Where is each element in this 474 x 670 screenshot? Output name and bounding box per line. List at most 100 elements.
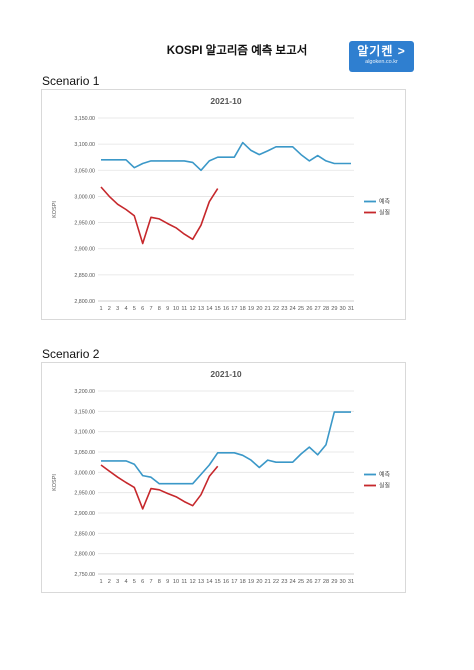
x-tick-label: 25 [298, 579, 304, 585]
logo-wordmark: 알기켄 > [357, 44, 406, 58]
x-tick-label: 12 [190, 306, 196, 312]
x-tick-label: 7 [149, 306, 152, 312]
y-tick-label: 3,150.00 [74, 116, 95, 122]
x-tick-label: 27 [315, 306, 321, 312]
y-tick-label: 3,150.00 [74, 409, 95, 415]
x-tick-label: 18 [240, 306, 246, 312]
y-tick-label: 2,800.00 [74, 552, 95, 558]
scenario-1-chart: 2021-10 2,800.00 2,850.00 2,900.00 2,950.00 3… [41, 89, 406, 320]
x-tick-label: 22 [273, 306, 279, 312]
x-tick-label: 3 [116, 579, 119, 585]
x-tick-label: 5 [133, 306, 136, 312]
x-tick-label: 29 [331, 306, 337, 312]
actual-series-line [100, 464, 219, 510]
x-tick-label: 6 [141, 579, 144, 585]
scenario-2-chart: 2021-10 2,750.00 2,800.00 2,850.00 2,900.00 2… [41, 362, 406, 593]
x-tick-label: 14 [206, 579, 212, 585]
x-tick-label: 20 [256, 306, 262, 312]
x-tick-label: 21 [265, 579, 271, 585]
x-tick-label: 17 [231, 306, 237, 312]
x-tick-label: 11 [181, 306, 187, 312]
x-tick-label: 15 [215, 306, 221, 312]
chart-title: 2021-10 [210, 96, 241, 106]
legend-label: 예측 [379, 198, 391, 206]
x-tick-label: 11 [181, 579, 187, 585]
y-tick-label: 3,000.00 [74, 470, 95, 476]
x-tick-label: 12 [190, 579, 196, 585]
x-tick-label: 8 [158, 306, 161, 312]
x-tick-label: 31 [348, 579, 354, 585]
x-tick-label: 2 [108, 579, 111, 585]
x-tick-label: 21 [265, 306, 271, 312]
x-tick-label: 30 [340, 306, 346, 312]
x-tick-label: 14 [206, 306, 212, 312]
scenario-1-label: Scenario 1 [42, 74, 100, 88]
chart-title: 2021-10 [210, 369, 241, 379]
x-tick-label: 19 [248, 306, 254, 312]
x-tick-label: 13 [198, 306, 204, 312]
legend-label: 실질 [379, 209, 390, 217]
x-tick-label: 7 [149, 579, 152, 585]
x-tick-label: 25 [298, 306, 304, 312]
y-tick-label: 3,100.00 [74, 430, 95, 436]
scenario-2-chart-svg: 2021-10 2,750.00 2,800.00 2,850.00 2,900.00 2… [52, 369, 391, 585]
x-tick-label: 9 [166, 579, 169, 585]
x-tick-label: 15 [215, 579, 221, 585]
x-tick-label: 5 [133, 579, 136, 585]
x-tick-label: 19 [248, 579, 254, 585]
x-tick-label: 28 [323, 306, 329, 312]
x-tick-label: 28 [323, 579, 329, 585]
y-tick-label: 2,900.00 [74, 511, 95, 517]
x-tick-label: 1 [99, 579, 102, 585]
x-tick-label: 20 [256, 579, 262, 585]
legend-label: 실질 [379, 482, 390, 490]
x-tick-label: 16 [223, 579, 229, 585]
x-tick-label: 1 [99, 306, 102, 312]
x-tick-label: 8 [158, 579, 161, 585]
y-tick-label: 3,050.00 [74, 168, 95, 174]
actual-series-line [100, 186, 219, 245]
x-tick-label: 6 [141, 306, 144, 312]
x-tick-label: 26 [306, 579, 312, 585]
logo-url: algoken.co.kr [365, 59, 398, 65]
prediction-series-line [101, 141, 351, 172]
x-tick-label: 22 [273, 579, 279, 585]
y-tick-label: 2,800.00 [74, 299, 95, 305]
x-tick-label: 23 [281, 306, 287, 312]
y-tick-label: 2,900.00 [74, 247, 95, 253]
x-tick-label: 29 [331, 579, 337, 585]
x-tick-label: 23 [281, 579, 287, 585]
x-tick-label: 17 [231, 579, 237, 585]
x-tick-label: 27 [315, 579, 321, 585]
x-tick-label: 16 [223, 306, 229, 312]
y-tick-label: 3,050.00 [74, 450, 95, 456]
y-tick-label: 2,750.00 [74, 572, 95, 578]
x-tick-label: 4 [124, 579, 127, 585]
prediction-series-line [101, 411, 351, 485]
x-tick-label: 3 [116, 306, 119, 312]
x-tick-label: 9 [166, 306, 169, 312]
y-tick-label: 3,100.00 [74, 142, 95, 148]
y-axis-label: KOSPI [52, 474, 58, 491]
y-tick-label: 2,950.00 [74, 491, 95, 497]
x-tick-label: 24 [290, 579, 296, 585]
x-tick-label: 10 [173, 579, 179, 585]
x-tick-label: 31 [348, 306, 354, 312]
x-tick-label: 30 [340, 579, 346, 585]
scenario-2-label: Scenario 2 [42, 347, 100, 361]
scenario-1-chart-svg: 2021-10 2,800.00 2,850.00 2,900.00 2,950.00 3… [52, 96, 391, 312]
y-axis-label: KOSPI [52, 201, 58, 218]
x-tick-label: 26 [306, 306, 312, 312]
x-tick-label: 13 [198, 579, 204, 585]
x-tick-label: 24 [290, 306, 296, 312]
y-tick-label: 2,950.00 [74, 221, 95, 227]
y-tick-label: 3,000.00 [74, 194, 95, 200]
legend-label: 예측 [379, 471, 391, 479]
y-tick-label: 2,850.00 [74, 273, 95, 279]
brand-logo[interactable]: 알기켄 > algoken.co.kr [349, 41, 414, 72]
x-tick-label: 10 [173, 306, 179, 312]
y-tick-label: 2,850.00 [74, 531, 95, 537]
x-tick-label: 2 [108, 306, 111, 312]
x-tick-label: 4 [124, 306, 127, 312]
x-tick-label: 18 [240, 579, 246, 585]
